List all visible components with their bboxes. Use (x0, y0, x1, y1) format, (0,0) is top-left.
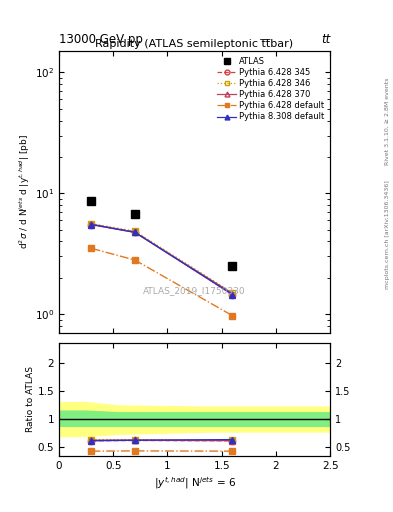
Pythia 6.428 default (230, 313, 235, 319)
Text: mcplots.cern.ch [arXiv:1306.3436]: mcplots.cern.ch [arXiv:1306.3436] (385, 180, 389, 289)
Pythia 6.428 346 (132, 228, 137, 234)
Text: 13000 GeV pp: 13000 GeV pp (59, 33, 143, 46)
Line: ATLAS: ATLAS (88, 197, 236, 270)
Text: tt: tt (321, 33, 330, 46)
Pythia 6.428 345 (230, 291, 235, 297)
Pythia 6.428 346 (230, 290, 235, 296)
Pythia 6.428 345 (89, 222, 94, 228)
Line: Pythia 6.428 default: Pythia 6.428 default (88, 245, 236, 319)
Pythia 8.308 default (230, 291, 235, 297)
Text: Rivet 3.1.10, ≥ 2.8M events: Rivet 3.1.10, ≥ 2.8M events (385, 78, 389, 165)
Title: Rapidity (ATLAS semileptonic t̅t̅bar): Rapidity (ATLAS semileptonic t̅t̅bar) (95, 39, 294, 49)
Pythia 8.308 default (89, 222, 94, 228)
X-axis label: $|y^{t,had}|$ N$^{jets}$ = 6: $|y^{t,had}|$ N$^{jets}$ = 6 (154, 475, 235, 490)
Pythia 6.428 346 (89, 221, 94, 227)
Pythia 8.308 default (132, 229, 137, 236)
Pythia 6.428 370 (132, 229, 137, 236)
ATLAS (89, 198, 94, 204)
Line: Pythia 6.428 346: Pythia 6.428 346 (88, 221, 236, 296)
Line: Pythia 8.308 default: Pythia 8.308 default (88, 222, 236, 297)
Pythia 6.428 370 (230, 290, 235, 296)
Line: Pythia 6.428 370: Pythia 6.428 370 (88, 221, 236, 296)
Line: Pythia 6.428 345: Pythia 6.428 345 (88, 222, 236, 297)
Pythia 6.428 default (89, 245, 94, 251)
Pythia 6.428 345 (132, 229, 137, 235)
Y-axis label: Ratio to ATLAS: Ratio to ATLAS (26, 367, 35, 432)
Text: ATLAS_2019_I1750330: ATLAS_2019_I1750330 (143, 286, 246, 295)
Y-axis label: d$^2$$\sigma$ / d N$^{jets}$ d |y$^{t,had}$| [pb]: d$^2$$\sigma$ / d N$^{jets}$ d |y$^{t,ha… (17, 135, 32, 249)
ATLAS (230, 263, 235, 269)
Pythia 6.428 370 (89, 221, 94, 227)
Legend: ATLAS, Pythia 6.428 345, Pythia 6.428 346, Pythia 6.428 370, Pythia 6.428 defaul: ATLAS, Pythia 6.428 345, Pythia 6.428 34… (214, 54, 328, 125)
ATLAS (132, 210, 137, 217)
Pythia 6.428 default (132, 257, 137, 263)
